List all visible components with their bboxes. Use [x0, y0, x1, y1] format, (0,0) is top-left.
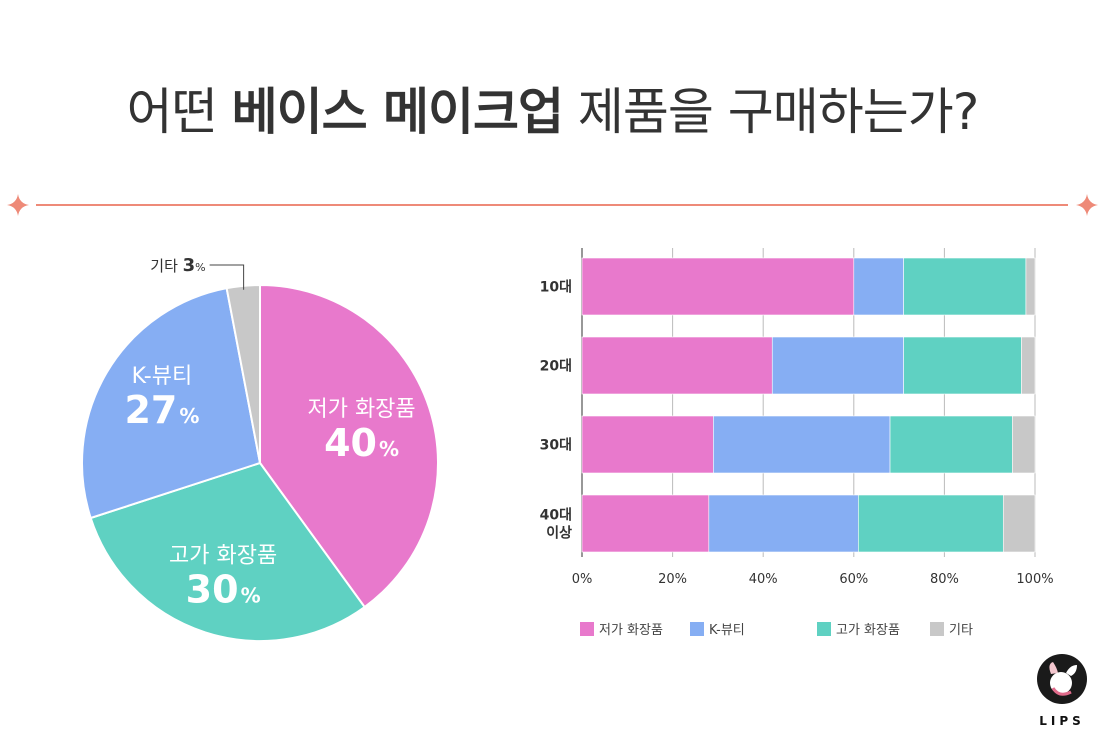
- lips-logo-icon: [1037, 654, 1087, 704]
- legend-item: 고가 화장품: [817, 618, 900, 638]
- pie-slice-value: 40%: [324, 421, 399, 465]
- pie-slice: [259, 283, 439, 609]
- page-title: 어떤 베이스 메이크업 제품을 구매하는가?: [0, 72, 1105, 144]
- divider: [7, 194, 1098, 216]
- bar-segment: [713, 415, 891, 474]
- pie-slice-label: 저가 화장품: [307, 397, 415, 422]
- pie-slice-value: 27%: [124, 388, 199, 432]
- y-category-label: 40대 이상: [540, 508, 572, 542]
- bar-segment: [1012, 415, 1036, 474]
- x-tick-label: 60%: [839, 572, 868, 587]
- bar-segment: [858, 494, 1004, 553]
- bar-segment: [1025, 257, 1036, 316]
- sparkle-right-icon: [1076, 194, 1098, 216]
- bar-segment: [581, 415, 714, 474]
- legend-swatch: [817, 621, 831, 636]
- legend-swatch: [580, 621, 594, 636]
- x-tick-label: 40%: [749, 572, 778, 587]
- legend-label: 고가 화장품: [836, 623, 900, 638]
- logo-text: LIPS: [1039, 714, 1085, 728]
- legend-label: 저가 화장품: [599, 623, 663, 638]
- x-tick-label: 20%: [658, 572, 687, 587]
- x-tick-label: 80%: [930, 572, 959, 587]
- x-tick-label: 0%: [572, 572, 593, 587]
- pie-slice-callout: 기타 3%: [150, 255, 205, 276]
- bar-segment: [889, 415, 1013, 474]
- legend-swatch: [690, 621, 704, 636]
- bar-segment: [708, 494, 859, 553]
- bar-segment: [903, 336, 1022, 395]
- pie-slice-label: 고가 화장품: [169, 543, 277, 568]
- y-category-label: 20대: [540, 359, 572, 375]
- legend-swatch: [930, 621, 944, 636]
- bar-segment: [1002, 494, 1036, 553]
- legend-label: 기타: [949, 623, 973, 638]
- pie-slice: [89, 461, 367, 642]
- x-tick-label: 100%: [1016, 572, 1053, 587]
- bar-segment: [1021, 336, 1036, 395]
- legend-label: K-뷰티: [709, 623, 745, 638]
- lips-logo: LIPS: [1033, 652, 1091, 732]
- title-part2: 제품을 구매하는가?: [563, 83, 979, 141]
- bar-segment: [581, 494, 710, 553]
- bar-segment: [903, 257, 1027, 316]
- pie-slice-value: 30%: [186, 567, 261, 611]
- pie-slice: [81, 286, 262, 520]
- bar-segment: [853, 257, 904, 316]
- bar-segment: [581, 336, 773, 395]
- y-category-label: 10대: [540, 280, 572, 296]
- pie-leader-line: [209, 264, 245, 290]
- title-bold: 베이스 메이크업: [231, 83, 564, 141]
- legend-item: 기타: [930, 618, 973, 638]
- stacked-bar-chart: 0% 20% 40% 60% 80% 100% 10대 20대 30대 40대 이상: [540, 248, 1054, 587]
- y-category-label: 30대: [540, 438, 572, 454]
- title-part1: 어떤: [126, 83, 232, 141]
- bar-segment: [581, 257, 855, 316]
- bar-segment: [771, 336, 904, 395]
- sparkle-left-icon: [7, 194, 29, 216]
- pie-slice-label: K-뷰티: [132, 364, 193, 389]
- legend-item: K-뷰티: [690, 618, 745, 638]
- legend-item: 저가 화장품: [580, 618, 663, 638]
